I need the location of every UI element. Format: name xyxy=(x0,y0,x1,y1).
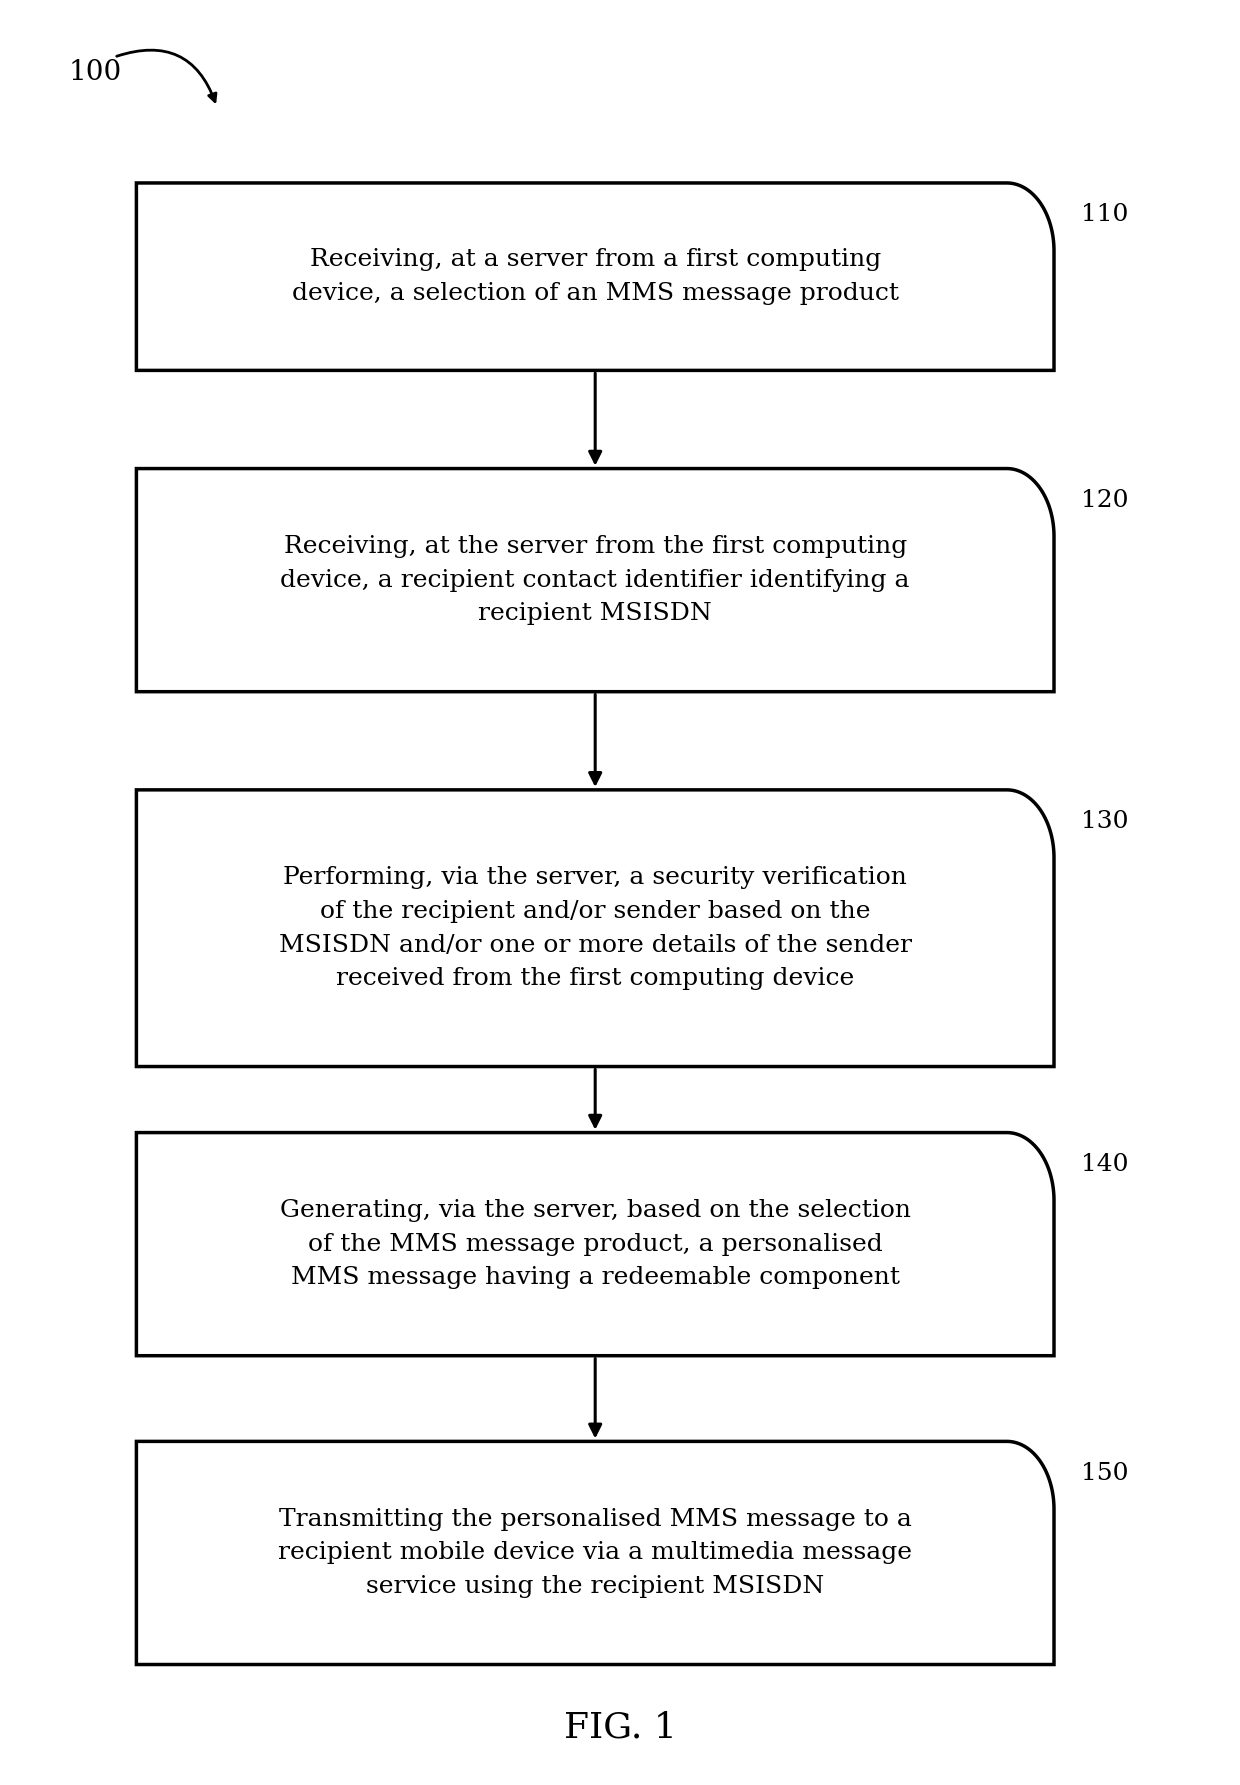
Text: 130: 130 xyxy=(1081,810,1128,834)
Text: 150: 150 xyxy=(1081,1462,1128,1485)
Text: FIG. 1: FIG. 1 xyxy=(563,1710,677,1746)
Text: Generating, via the server, based on the selection
of the MMS message product, a: Generating, via the server, based on the… xyxy=(280,1200,910,1289)
Text: Receiving, at a server from a first computing
device, a selection of an MMS mess: Receiving, at a server from a first comp… xyxy=(291,248,899,305)
Text: 140: 140 xyxy=(1081,1153,1128,1176)
Polygon shape xyxy=(136,184,1054,369)
Polygon shape xyxy=(136,1442,1054,1664)
Text: 110: 110 xyxy=(1081,203,1128,227)
Text: Transmitting the personalised MMS message to a
recipient mobile device via a mul: Transmitting the personalised MMS messag… xyxy=(278,1508,913,1598)
Text: 100: 100 xyxy=(68,59,122,86)
Text: 120: 120 xyxy=(1081,489,1128,512)
Polygon shape xyxy=(136,789,1054,1066)
Text: Performing, via the server, a security verification
of the recipient and/or send: Performing, via the server, a security v… xyxy=(279,866,911,991)
Polygon shape xyxy=(136,468,1054,691)
Text: Receiving, at the server from the first computing
device, a recipient contact id: Receiving, at the server from the first … xyxy=(280,536,910,625)
Polygon shape xyxy=(136,1133,1054,1357)
